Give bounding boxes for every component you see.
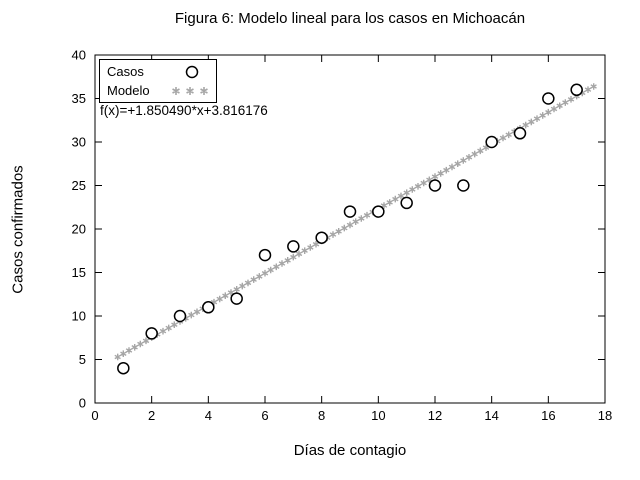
svg-text:40: 40	[72, 48, 86, 63]
svg-text:0: 0	[79, 396, 86, 411]
svg-text:8: 8	[318, 408, 325, 423]
svg-text:12: 12	[428, 408, 442, 423]
legend-entry-modelo: Modelo	[100, 81, 216, 100]
svg-text:16: 16	[541, 408, 555, 423]
legend: Casos Modelo	[99, 59, 217, 103]
svg-text:4: 4	[205, 408, 212, 423]
x-ticks: 0 2 4 6 8 10 12 14 16 18	[91, 55, 612, 423]
asterisk-marker-icon	[164, 83, 216, 99]
svg-text:14: 14	[484, 408, 498, 423]
legend-entry-casos: Casos	[100, 62, 216, 81]
circle-marker-icon	[168, 64, 216, 80]
chart-title: Figura 6: Modelo lineal para los casos e…	[174, 10, 526, 27]
svg-text:18: 18	[598, 408, 612, 423]
svg-text:6: 6	[261, 408, 268, 423]
svg-text:0: 0	[91, 408, 98, 423]
svg-text:35: 35	[72, 91, 86, 106]
legend-label-casos: Casos	[107, 64, 144, 79]
svg-text:2: 2	[148, 408, 155, 423]
y-ticks: 0 5 10 15 20 25 30 35 40	[72, 48, 605, 411]
svg-text:20: 20	[72, 222, 86, 237]
modelo-series	[114, 83, 597, 361]
svg-text:10: 10	[72, 309, 86, 324]
svg-text:25: 25	[72, 178, 86, 193]
svg-text:10: 10	[371, 408, 385, 423]
model-equation: f(x)=+1.850490*x+3.816176	[100, 103, 268, 118]
casos-series	[117, 83, 583, 375]
legend-label-modelo: Modelo	[107, 83, 150, 98]
svg-text:30: 30	[72, 135, 86, 150]
svg-text:5: 5	[79, 352, 86, 367]
svg-text:15: 15	[72, 265, 86, 280]
x-axis-label: Días de contagio	[293, 442, 407, 459]
